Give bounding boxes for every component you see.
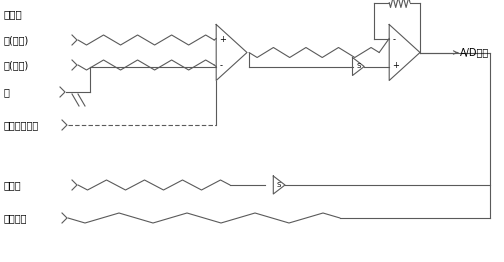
Text: 公共端: 公共端 [4,180,22,190]
Text: 绿: 绿 [4,87,10,97]
Text: 黑(低压): 黑(低压) [4,60,29,70]
Text: 红(高压): 红(高压) [4,35,29,45]
Text: -: - [219,61,222,70]
Text: A/D转换: A/D转换 [460,47,489,57]
Text: S: S [356,63,360,69]
Text: 输入端: 输入端 [4,9,23,19]
Text: 前置放大输出: 前置放大输出 [4,120,39,130]
Text: +: + [219,35,226,44]
Text: -: - [392,35,395,44]
Text: +: + [392,61,399,70]
Text: S: S [277,182,281,188]
Text: 低压输出: 低压输出 [4,213,28,223]
